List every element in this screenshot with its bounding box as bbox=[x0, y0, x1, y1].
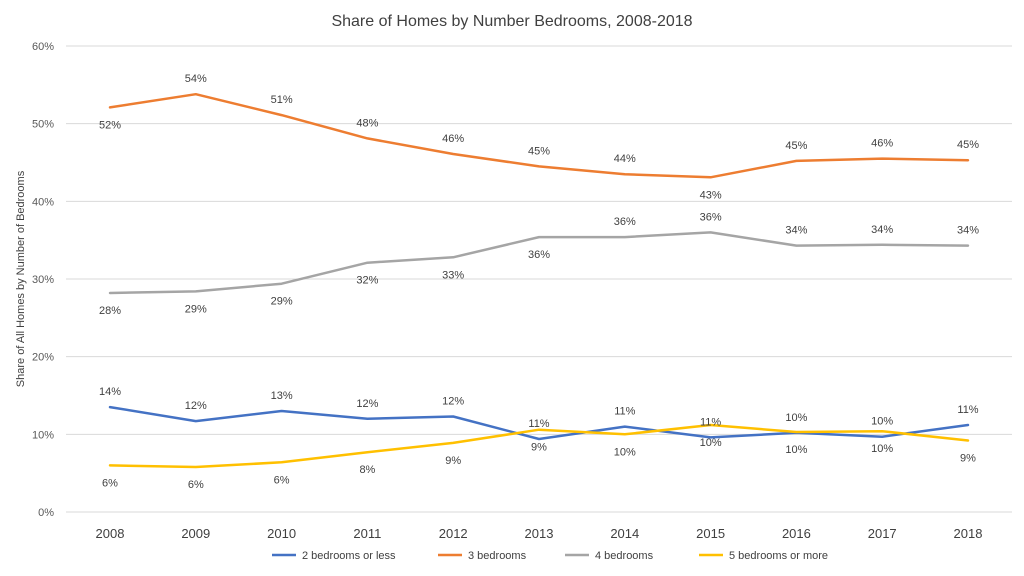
data-label: 36% bbox=[700, 211, 722, 223]
data-label: 43% bbox=[700, 189, 722, 201]
legend-label: 4 bedrooms bbox=[595, 550, 654, 562]
x-tick-label: 2015 bbox=[696, 526, 725, 541]
x-axis-ticks: 2008 2009 2010 2011 2012 2013 2014 2015 2016 2017… bbox=[96, 526, 983, 541]
y-tick-label: 50% bbox=[32, 119, 54, 131]
data-label: 10% bbox=[700, 437, 722, 449]
data-label: 32% bbox=[356, 275, 378, 287]
data-label: 34% bbox=[957, 225, 979, 237]
data-label: 12% bbox=[356, 398, 378, 410]
data-label: 12% bbox=[185, 400, 207, 412]
data-label: 8% bbox=[359, 464, 375, 476]
x-tick-label: 2012 bbox=[439, 526, 468, 541]
data-label: 11% bbox=[700, 416, 721, 428]
data-label: 34% bbox=[871, 224, 893, 236]
data-label: 9% bbox=[445, 455, 461, 467]
data-label: 52% bbox=[99, 119, 121, 131]
data-label: 29% bbox=[185, 303, 207, 315]
x-tick-label: 2010 bbox=[267, 526, 296, 541]
data-label: 6% bbox=[274, 474, 290, 486]
y-tick-label: 0% bbox=[38, 507, 54, 519]
data-label: 11% bbox=[614, 406, 635, 418]
y-axis-ticks: 0% 10% 20% 30% 40% 50% 60% bbox=[32, 41, 54, 519]
data-label: 45% bbox=[785, 140, 807, 152]
x-tick-label: 2011 bbox=[353, 526, 381, 541]
x-tick-label: 2014 bbox=[610, 526, 639, 541]
x-tick-label: 2018 bbox=[954, 526, 983, 541]
x-tick-label: 2009 bbox=[181, 526, 210, 541]
series-line bbox=[108, 405, 970, 441]
y-tick-label: 20% bbox=[32, 352, 54, 364]
data-label: 11% bbox=[957, 404, 978, 416]
x-tick-label: 2017 bbox=[868, 526, 897, 541]
data-label: 6% bbox=[102, 477, 118, 489]
series-line bbox=[108, 231, 970, 295]
legend-label: 2 bedrooms or less bbox=[302, 550, 396, 562]
data-label: 28% bbox=[99, 305, 121, 317]
data-label: 12% bbox=[442, 395, 464, 407]
data-label: 51% bbox=[271, 94, 293, 106]
series-line bbox=[108, 423, 970, 469]
series-line bbox=[108, 92, 970, 179]
data-label: 10% bbox=[871, 416, 893, 428]
data-label: 44% bbox=[614, 153, 636, 165]
legend-label: 3 bedrooms bbox=[468, 550, 527, 562]
series-lines bbox=[108, 92, 970, 469]
legend: 2 bedrooms or less 3 bedrooms 4 bedrooms 5 … bbox=[272, 550, 828, 562]
data-label: 10% bbox=[871, 443, 893, 455]
data-label: 9% bbox=[531, 442, 547, 454]
y-tick-label: 10% bbox=[32, 429, 54, 441]
data-label: 29% bbox=[271, 296, 293, 308]
data-label: 45% bbox=[957, 139, 979, 151]
data-label: 34% bbox=[785, 225, 807, 237]
x-tick-label: 2016 bbox=[782, 526, 811, 541]
data-label: 14% bbox=[99, 386, 121, 398]
data-label: 6% bbox=[188, 479, 204, 491]
data-label: 36% bbox=[614, 216, 636, 228]
data-label: 45% bbox=[528, 145, 550, 157]
data-label: 33% bbox=[442, 269, 464, 281]
data-label: 11% bbox=[528, 418, 549, 430]
x-tick-label: 2013 bbox=[525, 526, 554, 541]
y-tick-label: 60% bbox=[32, 41, 54, 53]
data-label: 36% bbox=[528, 249, 550, 261]
data-label: 48% bbox=[356, 117, 378, 129]
data-label: 54% bbox=[185, 73, 207, 85]
data-label: 10% bbox=[785, 444, 807, 456]
data-label: 13% bbox=[271, 390, 293, 402]
data-label: 9% bbox=[960, 453, 976, 465]
chart-title: Share of Homes by Number Bedrooms, 2008-… bbox=[331, 13, 692, 30]
y-axis-title: Share of All Homes by Number of Bedrooms bbox=[15, 170, 27, 387]
x-tick-label: 2008 bbox=[96, 526, 125, 541]
y-tick-label: 30% bbox=[32, 274, 54, 286]
data-label: 46% bbox=[871, 138, 893, 150]
data-labels: 14% 12% 13% 12% 12% 11% 11% 11% 10% 10% 11% 52% 54% 5… bbox=[99, 73, 979, 491]
gridlines bbox=[66, 45, 1012, 513]
y-tick-label: 40% bbox=[32, 196, 54, 208]
legend-label: 5 bedrooms or more bbox=[729, 550, 828, 562]
data-label: 10% bbox=[785, 412, 807, 424]
data-label: 10% bbox=[614, 446, 636, 458]
data-label: 46% bbox=[442, 133, 464, 145]
